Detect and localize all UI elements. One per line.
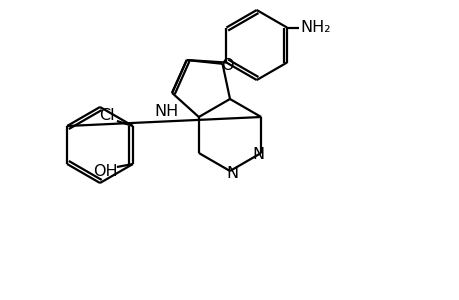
Text: N: N [225, 167, 238, 182]
Text: OH: OH [93, 164, 118, 178]
Text: N: N [252, 146, 263, 161]
Text: O: O [221, 58, 233, 73]
Text: NH₂: NH₂ [300, 20, 330, 35]
Text: NH: NH [154, 104, 178, 119]
Text: Cl: Cl [99, 107, 114, 122]
